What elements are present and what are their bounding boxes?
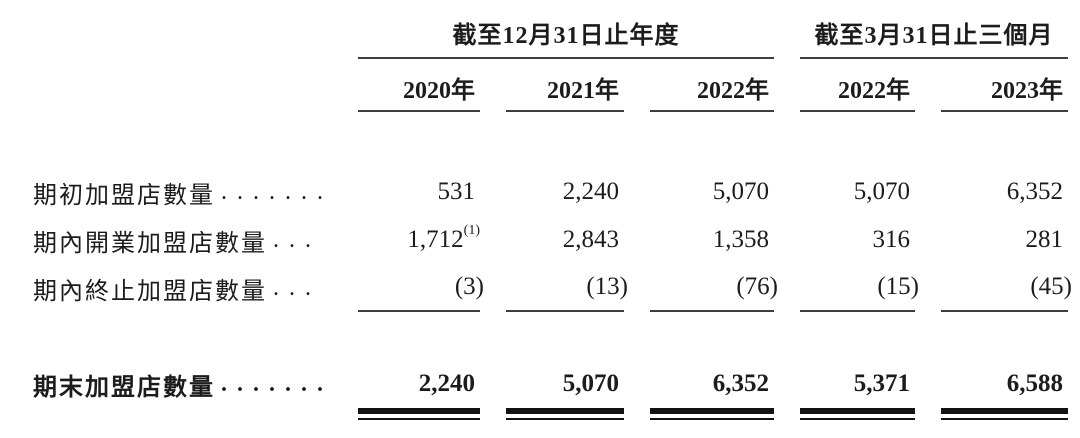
table-row-opened-stores: 期內開業加盟店數量 . . . 1,712 (1) 2,843 1,358 316… (33, 216, 1080, 264)
value-cell: 316 (872, 226, 911, 253)
double-rule (650, 408, 774, 420)
group-header-label: 截至12月31日止年度 (452, 23, 680, 49)
column-header-2022-q1: 2022年 (800, 59, 915, 112)
value-cell: (3) (358, 264, 484, 312)
value-cell: 1,712 (1) (407, 223, 480, 254)
value-cell: 2,843 (562, 226, 619, 253)
total-double-rule-row (33, 408, 1080, 420)
table-row-closing-stores-total: 期末加盟店數量 . . . . . . . 2,240 5,070 6,352 … (33, 360, 1080, 408)
value-cell: 531 (437, 178, 476, 205)
table-row-terminated-stores: 期內終止加盟店數量 . . . (3) (13) (76) (15) (45) (33, 264, 1080, 312)
value-cell: 281 (1025, 226, 1064, 253)
value-cell: 6,352 (1006, 178, 1063, 205)
value-cell: 2,240 (562, 178, 619, 205)
total-value-cell: 5,070 (562, 370, 619, 397)
value-cell: (76) (650, 264, 778, 312)
row-label-opened-stores: 期內開業加盟店數量 . . . (33, 226, 313, 257)
franchise-store-count-table: 截至12月31日止年度 截至3月31日止三個月 2020年 2021年 2022… (33, 14, 1080, 420)
value-cell: (13) (506, 264, 628, 312)
group-header-three-months-ended-mar31: 截至3月31日止三個月 (800, 14, 1068, 59)
footnote-marker: (1) (463, 223, 480, 238)
table-row-opening-stores: 期初加盟店數量 . . . . . . . 531 2,240 5,070 5,… (33, 168, 1080, 216)
value-cell: (45) (941, 264, 1072, 312)
double-rule (358, 408, 480, 420)
value-cell: 5,070 (712, 178, 769, 205)
column-header-2022: 2022年 (650, 59, 774, 112)
value-cell: 5,070 (853, 178, 910, 205)
dot-leader: . . . (273, 226, 313, 253)
dot-leader: . . . . . . . (221, 370, 325, 397)
table-year-header-row: 2020年 2021年 2022年 2022年 2023年 (33, 59, 1080, 112)
value-cell: 1,358 (712, 226, 769, 253)
table-body: 期初加盟店數量 . . . . . . . 531 2,240 5,070 5,… (33, 168, 1080, 420)
double-rule (941, 408, 1068, 420)
total-value-cell: 6,352 (712, 370, 769, 397)
dot-leader: . . . (273, 274, 313, 301)
total-value-cell: 5,371 (853, 370, 910, 397)
double-rule (800, 408, 915, 420)
row-label-terminated-stores: 期內終止加盟店數量 . . . (33, 274, 313, 305)
total-value-cell: 2,240 (418, 370, 475, 397)
column-header-2020: 2020年 (358, 59, 480, 112)
double-rule (506, 408, 624, 420)
row-label-opening-stores: 期初加盟店數量 . . . . . . . (33, 178, 325, 209)
value-cell: (15) (800, 264, 919, 312)
table-group-header-row: 截至12月31日止年度 截至3月31日止三個月 (33, 14, 1080, 59)
dot-leader: . . . . . . . (221, 178, 325, 205)
row-label-closing-stores: 期末加盟店數量 . . . . . . . (33, 370, 325, 401)
group-header-label: 截至3月31日止三個月 (814, 23, 1054, 49)
column-header-2023-q1: 2023年 (941, 59, 1068, 112)
column-header-2021: 2021年 (506, 59, 624, 112)
group-header-year-ended-dec31: 截至12月31日止年度 (358, 14, 774, 59)
total-value-cell: 6,588 (1006, 370, 1063, 397)
